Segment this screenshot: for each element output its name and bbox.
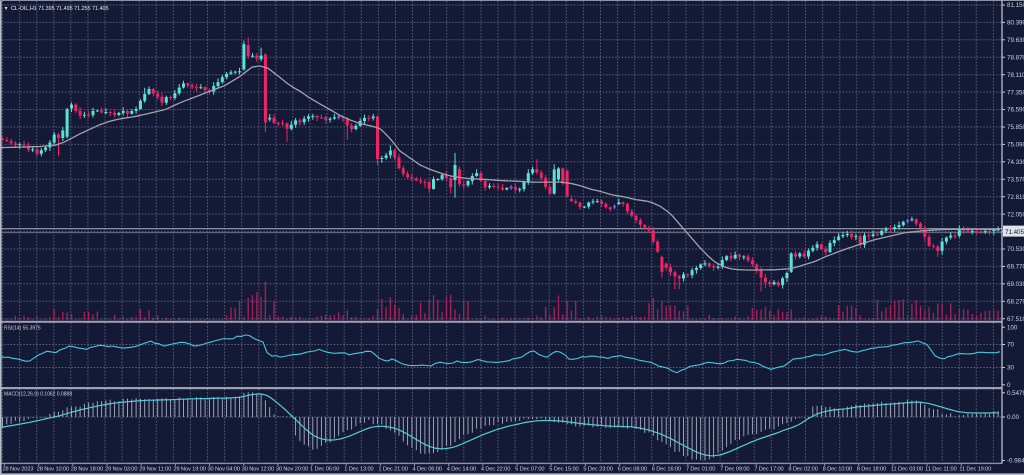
svg-text:30 Nov 04:00: 30 Nov 04:00 [208,466,240,472]
svg-text:7 Dec 09:00: 7 Dec 09:00 [720,466,749,472]
svg-text:5 Dec 15:00: 5 Dec 15:00 [549,466,578,472]
svg-text:79.630: 79.630 [1007,37,1024,44]
svg-text:100: 100 [1007,324,1018,331]
svg-text:29 Nov 19:00: 29 Nov 19:00 [173,466,205,472]
svg-text:RSI(14) 55.3975: RSI(14) 55.3975 [4,326,41,332]
svg-text:67.510: 67.510 [1007,316,1024,323]
svg-text:68.270: 68.270 [1007,299,1024,306]
svg-text:4 Dec 14:00: 4 Dec 14:00 [447,466,476,472]
svg-text:78.870: 78.870 [1007,55,1024,62]
svg-text:74.330: 74.330 [1007,159,1024,166]
svg-text:6 Dec 16:00: 6 Dec 16:00 [652,466,681,472]
svg-text:1 Dec 05:00: 1 Dec 05:00 [310,466,339,472]
svg-text:72.810: 72.810 [1007,194,1024,201]
svg-text:CL-OIL,H1 71.395 71.495 71.255: CL-OIL,H1 71.395 71.495 71.255 71.405 [11,6,108,12]
svg-text:29 Nov 11:00: 29 Nov 11:00 [139,466,171,472]
svg-text:MACD(12,26,9) 0.1062 0.0888: MACD(12,26,9) 0.1062 0.0888 [4,392,72,398]
svg-text:▼: ▼ [4,6,9,12]
svg-text:7 Dec 01:00: 7 Dec 01:00 [686,466,715,472]
svg-text:81.150: 81.150 [1007,2,1024,9]
svg-text:-0.9848: -0.9848 [1007,458,1024,465]
svg-text:8 Dec 18:00: 8 Dec 18:00 [857,466,886,472]
svg-text:7 Dec 17:00: 7 Dec 17:00 [754,466,783,472]
svg-text:75.850: 75.850 [1007,124,1024,131]
svg-text:30 Nov 20:00: 30 Nov 20:00 [276,466,308,472]
svg-text:0.5479: 0.5479 [1007,390,1024,397]
svg-text:5 Dec 23:00: 5 Dec 23:00 [583,466,612,472]
svg-text:71.405: 71.405 [1005,229,1024,236]
svg-text:80.390: 80.390 [1007,20,1024,27]
svg-text:0: 0 [1007,382,1011,389]
svg-text:8 Dec 02:00: 8 Dec 02:00 [788,466,817,472]
svg-text:30: 30 [1007,365,1014,372]
svg-text:69.770: 69.770 [1007,264,1024,271]
svg-text:5 Dec 07:00: 5 Dec 07:00 [515,466,544,472]
svg-text:29 Nov 03:00: 29 Nov 03:00 [105,466,137,472]
svg-text:8 Dec 10:00: 8 Dec 10:00 [823,466,852,472]
svg-text:73.570: 73.570 [1007,177,1024,184]
svg-text:11 Dec 11:00: 11 Dec 11:00 [925,466,957,472]
svg-text:70.530: 70.530 [1007,246,1024,253]
svg-text:78.110: 78.110 [1007,72,1024,79]
svg-text:76.590: 76.590 [1007,107,1024,114]
svg-text:30 Nov 12:00: 30 Nov 12:00 [242,466,274,472]
svg-text:28 Nov 10:00: 28 Nov 10:00 [37,466,69,472]
svg-text:11 Dec 03:00: 11 Dec 03:00 [891,466,923,472]
svg-text:1 Dec 13:00: 1 Dec 13:00 [344,466,373,472]
svg-text:77.350: 77.350 [1007,89,1024,96]
svg-text:11 Dec 19:00: 11 Dec 19:00 [959,466,991,472]
svg-text:4 Dec 06:00: 4 Dec 06:00 [413,466,442,472]
svg-text:28 Nov 2023: 28 Nov 2023 [3,466,34,472]
svg-text:6 Dec 08:00: 6 Dec 08:00 [618,466,647,472]
svg-text:4 Dec 22:00: 4 Dec 22:00 [481,466,510,472]
svg-text:1 Dec 21:00: 1 Dec 21:00 [378,466,407,472]
svg-text:72.050: 72.050 [1007,211,1024,218]
svg-text:70: 70 [1007,342,1014,349]
svg-text:0.00: 0.00 [1007,414,1020,421]
svg-text:69.030: 69.030 [1007,281,1024,288]
svg-text:28 Nov 18:00: 28 Nov 18:00 [71,466,103,472]
svg-text:75.090: 75.090 [1007,142,1024,149]
